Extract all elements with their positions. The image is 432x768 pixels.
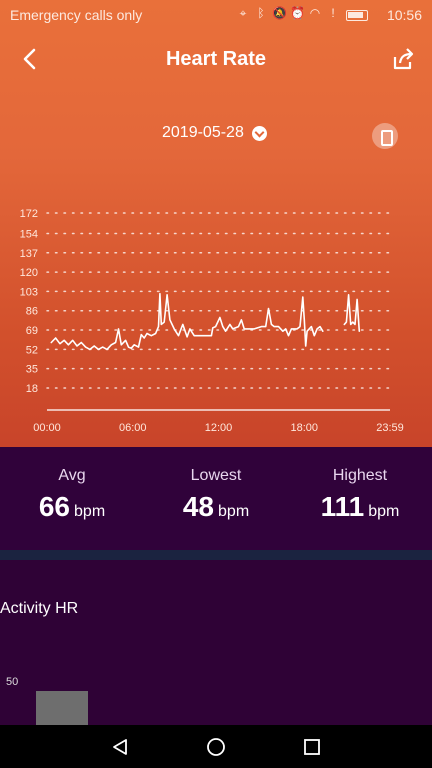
heart-rate-series-line	[50, 292, 324, 351]
y-tick-label: 154	[20, 228, 38, 240]
stat-lowest-value: 48	[182, 491, 215, 522]
clock-time: 10:56	[386, 7, 422, 23]
back-button[interactable]	[16, 44, 46, 74]
y-tick-label: 52	[26, 344, 38, 356]
y-tick-label: 172	[20, 208, 38, 220]
y-tick-label: 86	[26, 306, 38, 318]
stat-highest: Highest 111 bpm	[288, 467, 432, 523]
chevron-down-icon	[251, 125, 267, 141]
x-tick-label: 00:00	[33, 422, 61, 434]
status-icons: ⌖ ᛒ 🔕 ⏰ ◠ !	[236, 6, 340, 20]
share-icon	[393, 48, 414, 70]
date-selector[interactable]: 2019-05-28	[162, 124, 267, 142]
chevron-left-icon	[23, 48, 36, 70]
stat-avg-unit: bpm	[74, 503, 106, 520]
stat-lowest-label: Lowest	[190, 467, 242, 484]
stat-highest-unit: bpm	[368, 503, 400, 520]
stat-avg-value: 66	[38, 491, 71, 522]
stat-avg-label: Avg	[58, 467, 86, 484]
header-background	[0, 0, 432, 447]
y-tick-label: 103	[20, 286, 38, 298]
x-tick-label: 23:59	[376, 422, 404, 434]
heart-rate-chart-svg: 172 154 137 120 103 86 69 52 35 18 00:00 06:00 12:00…	[20, 208, 404, 434]
nav-home-icon[interactable]	[206, 737, 226, 757]
location-icon: ⌖	[239, 6, 247, 20]
nav-back-icon[interactable]	[110, 737, 130, 757]
stat-lowest-unit: bpm	[218, 503, 250, 520]
stat-highest-label: Highest	[332, 467, 388, 484]
stat-lowest: Lowest 48 bpm	[144, 467, 288, 523]
page-title: Heart Rate	[165, 48, 267, 70]
y-tick-label: 69	[26, 325, 38, 337]
watch-icon[interactable]	[372, 123, 398, 149]
app-bar: Heart Rate	[0, 36, 432, 82]
bluetooth-icon: ᛒ	[257, 6, 265, 20]
x-tick-label: 06:00	[119, 422, 147, 434]
date-text: 2019-05-28	[162, 124, 244, 141]
x-tick-label: 18:00	[290, 422, 318, 434]
activity-hr-title: Activity HR	[0, 600, 79, 617]
y-tick-label: 137	[20, 248, 38, 260]
activity-hr-section: Activity HR 50	[0, 560, 432, 725]
heart-rate-series-line	[343, 294, 361, 332]
stat-highest-value: 111	[320, 491, 365, 522]
status-bar: Emergency calls only ⌖ ᛒ 🔕 ⏰ ◠ ! 10:56	[0, 0, 432, 30]
nav-recents-icon[interactable]	[302, 737, 322, 757]
stats-panel: Avg 66 bpm Lowest 48 bpm Highest 111 bpm	[0, 447, 432, 550]
share-button[interactable]	[388, 44, 418, 74]
heart-rate-chart: 172 154 137 120 103 86 69 52 35 18 00:00 06:00 12:00…	[0, 195, 432, 440]
y-tick-label: 35	[26, 364, 38, 376]
mute-icon: 🔕	[272, 6, 287, 20]
section-divider	[0, 550, 432, 560]
activity-bar	[36, 691, 88, 725]
alarm-icon: ⏰	[290, 6, 305, 20]
sim-alert-icon: !	[331, 6, 335, 20]
stat-avg: Avg 66 bpm	[0, 467, 144, 523]
carrier-text: Emergency calls only	[10, 7, 143, 23]
y-tick-label: 18	[26, 383, 38, 395]
x-tick-label: 12:00	[205, 422, 233, 434]
system-navigation-bar	[0, 725, 432, 768]
date-row: 2019-05-28	[0, 123, 432, 149]
activity-axis-label: 50	[6, 676, 19, 688]
y-tick-label: 120	[20, 267, 38, 279]
battery-icon	[346, 10, 368, 21]
wifi-icon: ◠	[309, 6, 321, 20]
